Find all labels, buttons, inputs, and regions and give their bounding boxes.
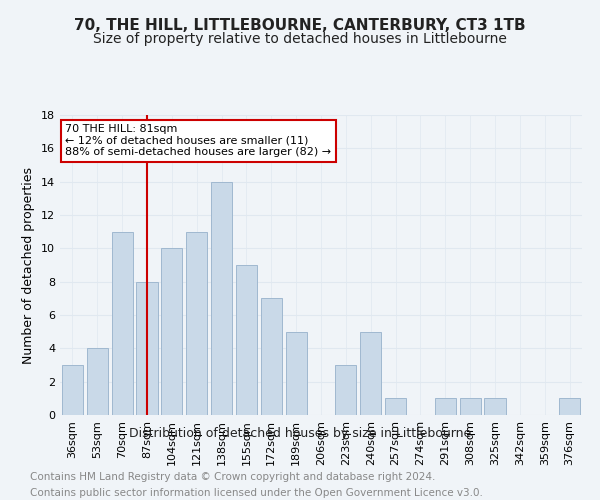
Bar	[559, 398, 580, 415]
Bar	[286, 332, 307, 415]
Bar	[136, 282, 158, 415]
Text: 70, THE HILL, LITTLEBOURNE, CANTERBURY, CT3 1TB: 70, THE HILL, LITTLEBOURNE, CANTERBURY, …	[74, 18, 526, 32]
Bar	[460, 398, 481, 415]
Bar	[435, 398, 456, 415]
Text: Contains public sector information licensed under the Open Government Licence v3: Contains public sector information licen…	[30, 488, 483, 498]
Bar	[62, 365, 83, 415]
Bar	[261, 298, 282, 415]
Bar	[211, 182, 232, 415]
Text: 70 THE HILL: 81sqm
← 12% of detached houses are smaller (11)
88% of semi-detache: 70 THE HILL: 81sqm ← 12% of detached hou…	[65, 124, 331, 157]
Bar	[484, 398, 506, 415]
Text: Distribution of detached houses by size in Littlebourne: Distribution of detached houses by size …	[129, 428, 471, 440]
Bar	[186, 232, 207, 415]
Bar	[335, 365, 356, 415]
Bar	[236, 265, 257, 415]
Bar	[360, 332, 381, 415]
Text: Size of property relative to detached houses in Littlebourne: Size of property relative to detached ho…	[93, 32, 507, 46]
Bar	[112, 232, 133, 415]
Bar	[161, 248, 182, 415]
Y-axis label: Number of detached properties: Number of detached properties	[22, 166, 35, 364]
Bar	[87, 348, 108, 415]
Bar	[385, 398, 406, 415]
Text: Contains HM Land Registry data © Crown copyright and database right 2024.: Contains HM Land Registry data © Crown c…	[30, 472, 436, 482]
